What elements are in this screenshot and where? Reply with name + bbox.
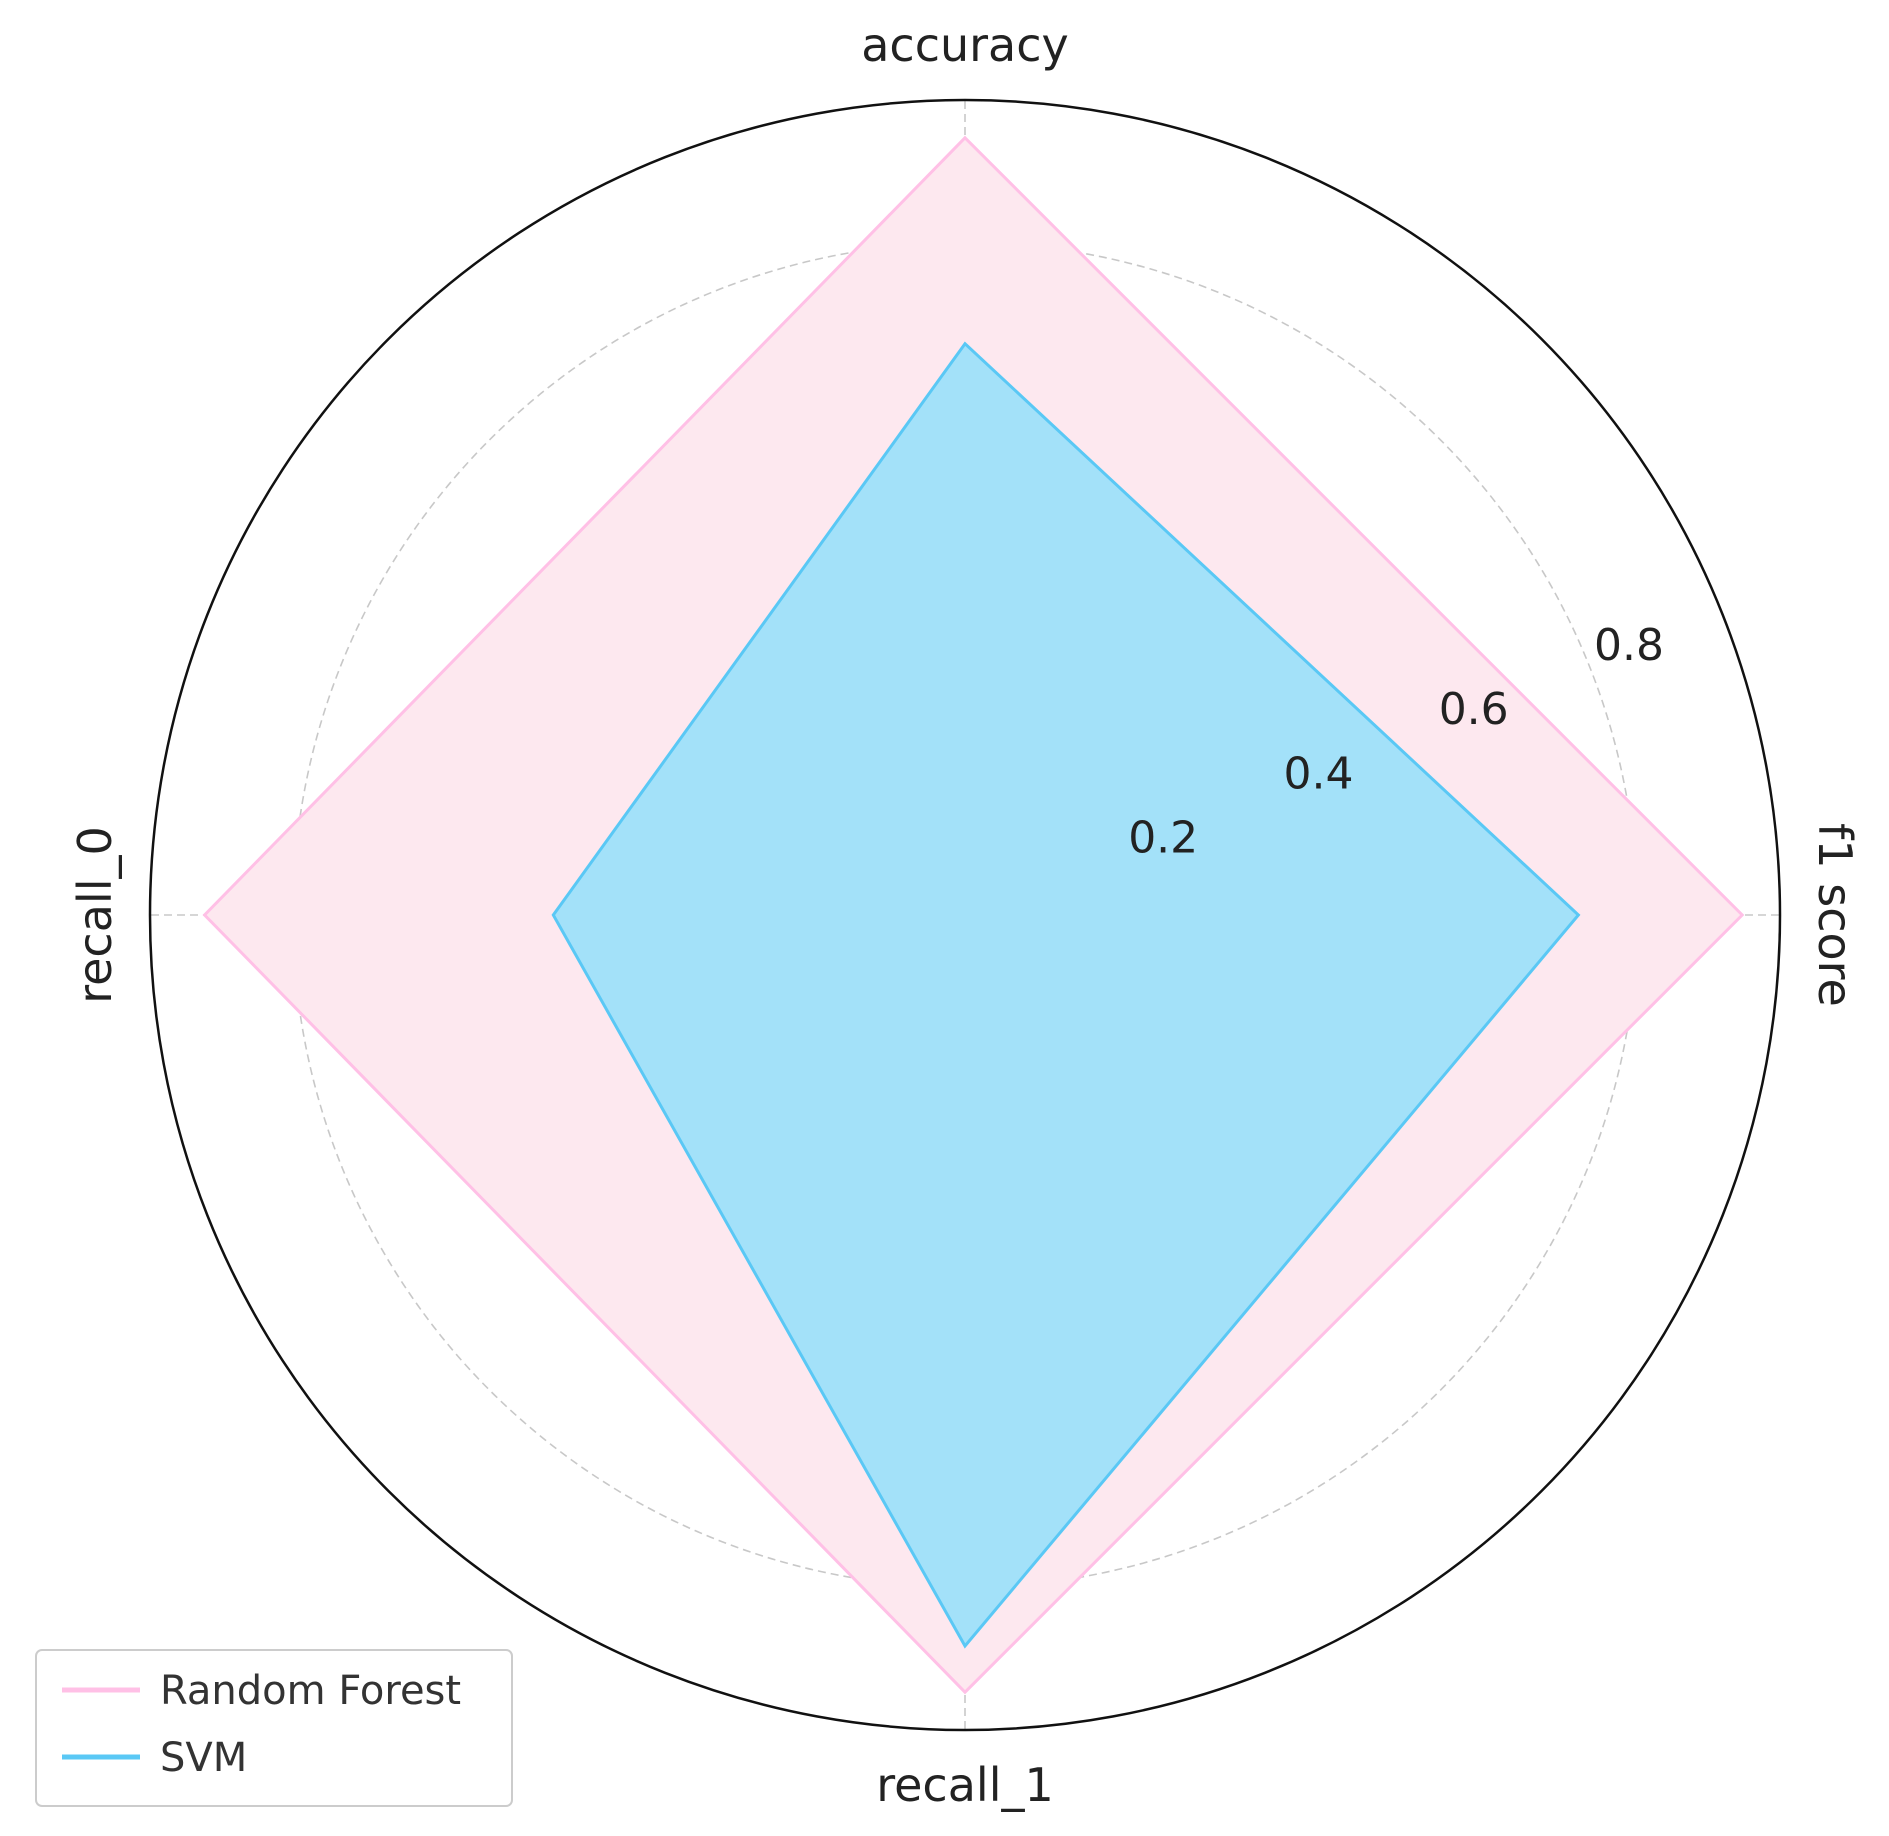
axis-label: recall_0 [68, 826, 122, 1004]
radial-tick-label: 0.8 [1594, 620, 1664, 671]
legend-box [35, 1649, 513, 1807]
axis-label: recall_1 [876, 1758, 1054, 1812]
radial-tick-label: 0.6 [1439, 684, 1509, 735]
axis-labels: accuracy f1 score recall_1 recall_0 [68, 18, 1862, 1812]
radar-series [202, 135, 1745, 1695]
legend-label-random-forest: Random Forest [160, 1668, 461, 1714]
radial-tick-label: 0.2 [1128, 813, 1198, 864]
radial-tick-label: 0.4 [1284, 748, 1354, 799]
axis-label: f1 score [1808, 823, 1862, 1007]
axis-label: accuracy [861, 18, 1069, 72]
radial-tick-labels: 0.2 0.4 0.6 0.8 [1128, 620, 1664, 864]
outer-frame [148, 98, 1782, 1732]
legend-label-svm: SVM [160, 1735, 247, 1781]
series-area-svm [551, 341, 1581, 1649]
legend: Random Forest SVM [35, 1649, 513, 1807]
